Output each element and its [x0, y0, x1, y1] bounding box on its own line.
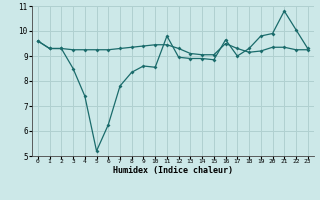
X-axis label: Humidex (Indice chaleur): Humidex (Indice chaleur)	[113, 166, 233, 175]
